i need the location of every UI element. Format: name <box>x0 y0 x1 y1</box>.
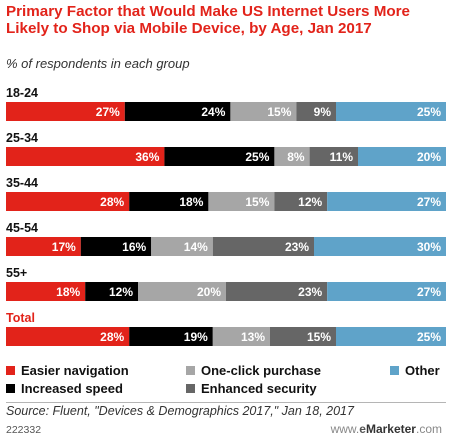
footer-divider <box>6 402 446 403</box>
chart-id: 222332 <box>6 424 42 436</box>
data-label-enhanced-security-55: 23% <box>298 285 322 299</box>
data-label-other-35-44: 27% <box>417 195 441 209</box>
bar-segment-other-18-24 <box>336 102 446 121</box>
legend-swatch <box>186 366 195 375</box>
bar-segment-increased-speed-55 <box>85 282 138 301</box>
category-label-35-44: 35-44 <box>6 176 38 190</box>
category-label-55: 55+ <box>6 266 27 280</box>
bar-segment-enhanced-security-45-54 <box>212 237 314 256</box>
legend-swatch <box>186 384 195 393</box>
legend-swatch <box>6 366 15 375</box>
brand-e: e <box>359 422 366 436</box>
data-label-increased-speed-18-24: 24% <box>201 105 225 119</box>
data-label-increased-speed-35-44: 18% <box>179 195 203 209</box>
bar-segment-enhanced-security-55 <box>226 282 328 301</box>
category-label-25-34: 25-34 <box>6 131 38 145</box>
bar-segment-one-click-purchase-45-54 <box>151 237 213 256</box>
brand-prefix: www. <box>330 422 360 436</box>
bar-segment-increased-speed-18-24 <box>124 102 231 121</box>
bar-segment-increased-speed-total <box>129 327 213 346</box>
category-label-total: Total <box>6 311 35 325</box>
data-label-other-total: 25% <box>417 330 441 344</box>
data-label-other-18-24: 25% <box>417 105 441 119</box>
data-label-other-55: 27% <box>417 285 441 299</box>
data-label-easier-navigation-25-34: 36% <box>135 150 159 164</box>
data-label-enhanced-security-18-24: 9% <box>314 105 332 119</box>
legend-swatch <box>390 366 399 375</box>
brand-name: Marketer <box>365 422 416 436</box>
bar-segment-other-45-54 <box>314 237 446 256</box>
chart-title: Primary Factor that Would Make US Intern… <box>6 3 410 37</box>
legend-item-enhanced-security: Enhanced security <box>186 382 317 396</box>
data-label-enhanced-security-total: 15% <box>307 330 331 344</box>
data-label-other-45-54: 30% <box>417 240 441 254</box>
bar-segment-easier-navigation-25-34 <box>6 147 165 166</box>
bar-segment-one-click-purchase-55 <box>138 282 226 301</box>
brand-suffix: .com <box>415 422 442 436</box>
data-label-one-click-purchase-25-34: 8% <box>287 150 305 164</box>
chart-legend: Easier navigation Increased speed One-cl… <box>6 362 446 402</box>
data-label-other-25-34: 20% <box>417 150 441 164</box>
data-label-increased-speed-25-34: 25% <box>245 150 269 164</box>
chart-subtitle: % of respondents in each group <box>6 56 190 71</box>
data-label-increased-speed-45-54: 16% <box>122 240 146 254</box>
data-label-increased-speed-55: 12% <box>109 285 133 299</box>
data-label-increased-speed-total: 19% <box>184 330 208 344</box>
bar-segment-increased-speed-25-34 <box>164 147 275 166</box>
category-label-18-24: 18-24 <box>6 86 38 100</box>
bar-segment-easier-navigation-35-44 <box>6 192 130 211</box>
legend-label: Enhanced security <box>201 381 317 396</box>
data-label-one-click-purchase-35-44: 15% <box>245 195 269 209</box>
bar-segment-increased-speed-35-44 <box>129 192 209 211</box>
legend-swatch <box>6 384 15 393</box>
bar-segment-easier-navigation-45-54 <box>6 237 81 256</box>
data-label-enhanced-security-25-34: 11% <box>330 150 354 164</box>
source-note: Source: Fluent, "Devices & Demographics … <box>6 404 354 418</box>
data-label-easier-navigation-18-24: 27% <box>96 105 120 119</box>
bar-segment-enhanced-security-total <box>270 327 336 346</box>
bar-segment-one-click-purchase-total <box>212 327 270 346</box>
legend-item-other: Other <box>390 364 440 378</box>
bar-segment-other-25-34 <box>358 147 446 166</box>
bar-segment-enhanced-security-18-24 <box>296 102 336 121</box>
legend-label: Easier navigation <box>21 363 129 378</box>
bar-segment-other-35-44 <box>327 192 446 211</box>
legend-label: One-click purchase <box>201 363 321 378</box>
bar-segment-enhanced-security-35-44 <box>274 192 328 211</box>
data-label-one-click-purchase-55: 20% <box>197 285 221 299</box>
legend-label: Other <box>405 363 440 378</box>
stacked-bar-chart: 18-24 27% 24% 15% 9% 25% 25-34 36% 25% 8% 11% 20% 35… <box>6 86 446 346</box>
legend-label: Increased speed <box>21 381 123 396</box>
data-label-easier-navigation-55: 18% <box>56 285 80 299</box>
data-label-one-click-purchase-total: 13% <box>241 330 265 344</box>
data-label-enhanced-security-35-44: 12% <box>298 195 322 209</box>
data-label-one-click-purchase-18-24: 15% <box>267 105 291 119</box>
legend-item-easier-navigation: Easier navigation <box>6 364 129 378</box>
data-label-enhanced-security-45-54: 23% <box>285 240 309 254</box>
bar-segment-easier-navigation-55 <box>6 282 86 301</box>
data-label-easier-navigation-total: 28% <box>100 330 124 344</box>
legend-item-increased-speed: Increased speed <box>6 382 123 396</box>
data-label-easier-navigation-35-44: 28% <box>100 195 124 209</box>
bar-segment-other-55 <box>327 282 446 301</box>
bar-segment-other-total <box>336 327 446 346</box>
bar-segment-enhanced-security-25-34 <box>309 147 358 166</box>
data-label-easier-navigation-45-54: 17% <box>52 240 76 254</box>
bar-segment-one-click-purchase-18-24 <box>230 102 297 121</box>
brand-logo[interactable]: www.eMarketer.com <box>331 422 442 436</box>
data-label-one-click-purchase-45-54: 14% <box>184 240 208 254</box>
bar-segment-easier-navigation-total <box>6 327 130 346</box>
bar-segment-increased-speed-45-54 <box>80 237 152 256</box>
bar-segment-one-click-purchase-35-44 <box>208 192 275 211</box>
bar-segment-one-click-purchase-25-34 <box>274 147 310 166</box>
legend-item-one-click-purchase: One-click purchase <box>186 364 321 378</box>
bar-segment-easier-navigation-18-24 <box>6 102 125 121</box>
category-label-45-54: 45-54 <box>6 221 38 235</box>
